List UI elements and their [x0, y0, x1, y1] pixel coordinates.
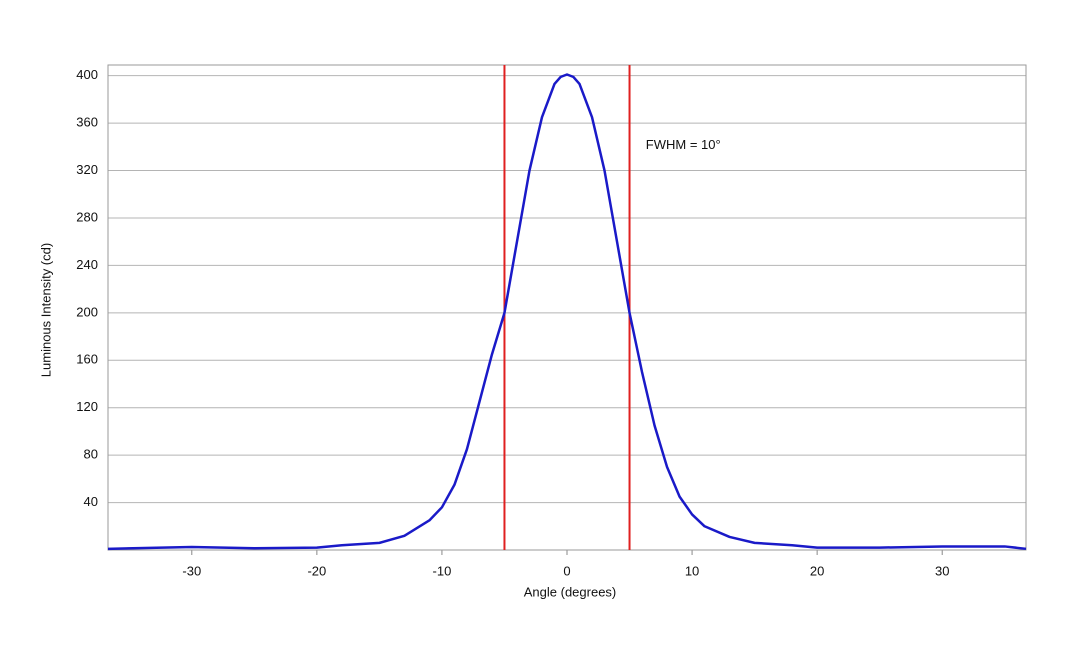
y-tick-label: 280 [76, 209, 98, 224]
x-tick-label: 30 [935, 563, 949, 578]
y-tick-label: 400 [76, 67, 98, 82]
y-tick-label: 240 [76, 257, 98, 272]
annotation: FWHM = 10° [646, 137, 721, 152]
x-tick-label: -30 [182, 563, 201, 578]
y-tick-label: 40 [84, 494, 98, 509]
x-tick-label: 20 [810, 563, 824, 578]
x-tick-label: 0 [563, 563, 570, 578]
x-tick-label: 10 [685, 563, 699, 578]
x-axis-title: Angle (degrees) [524, 584, 617, 599]
data-line [107, 73, 1027, 551]
y-tick-label: 80 [84, 447, 98, 462]
y-tick-label: 360 [76, 115, 98, 130]
y-tick-label: 200 [76, 304, 98, 319]
plot-border [107, 64, 1027, 551]
y-tick-label: 320 [76, 162, 98, 177]
y-tick-label: 160 [76, 352, 98, 367]
x-tick-label: -10 [433, 563, 452, 578]
y-tick-label: 120 [76, 399, 98, 414]
x-tick-label: -20 [307, 563, 326, 578]
y-axis-title: Luminous Intensity (cd) [38, 243, 53, 377]
